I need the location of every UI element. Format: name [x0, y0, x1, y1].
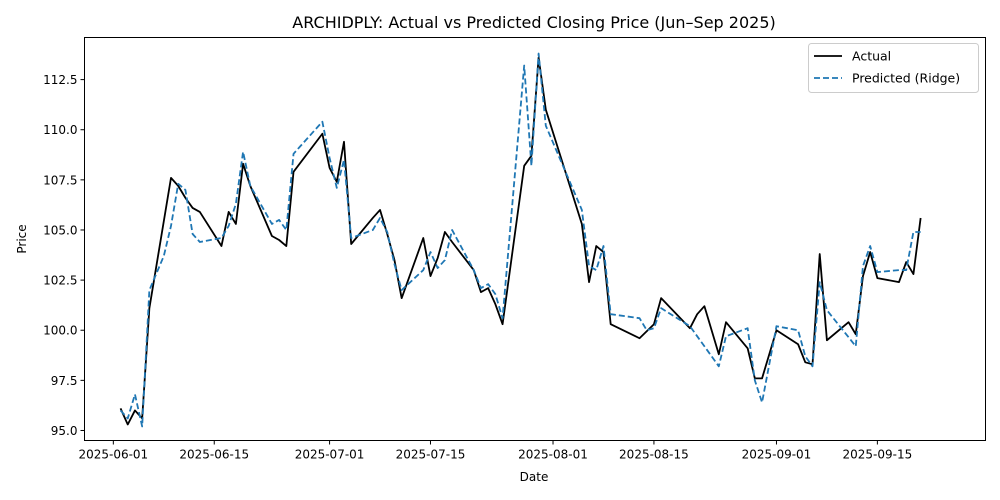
x-tick-label: 2025-06-15 [179, 448, 249, 462]
series-line-actual [119, 56, 922, 426]
legend-box [808, 43, 979, 93]
x-axis-label: Date [520, 470, 549, 484]
x-tick-label: 2025-09-15 [843, 448, 913, 462]
x-tick-label: 2025-08-01 [518, 448, 588, 462]
legend-label-predicted: Predicted (Ridge) [852, 71, 960, 86]
chart-title: ARCHIDPLY: Actual vs Predicted Closing P… [292, 13, 776, 32]
y-tick-label: 97.5 [51, 374, 78, 388]
series-line-predicted [119, 52, 921, 428]
plot-area [84, 37, 986, 441]
y-axis: 95.0 97.5 100.0 102.5 105.0 107.5 110.0 112.5 [43, 73, 85, 438]
y-tick-label: 102.5 [43, 274, 77, 288]
y-tick-label: 95.0 [51, 424, 78, 438]
x-tick-label: 2025-07-01 [295, 448, 365, 462]
series-layer [119, 52, 922, 428]
y-tick-label: 107.5 [43, 173, 77, 187]
x-tick-label: 2025-08-15 [619, 448, 689, 462]
plot-frame [84, 37, 986, 441]
y-tick-label: 105.0 [43, 223, 77, 237]
legend: Actual Predicted (Ridge) [808, 43, 979, 93]
x-tick-label: 2025-07-15 [396, 448, 466, 462]
y-tick-label: 100.0 [43, 324, 77, 338]
y-axis-label: Price [15, 224, 29, 253]
legend-label-actual: Actual [852, 49, 891, 64]
y-tick-label: 112.5 [43, 73, 77, 87]
x-axis: 2025-06-01 2025-06-15 2025-07-01 2025-07-15… [78, 440, 913, 462]
x-tick-label: 2025-06-01 [78, 448, 148, 462]
y-tick-label: 110.0 [43, 123, 77, 137]
x-tick-label: 2025-09-01 [742, 448, 812, 462]
